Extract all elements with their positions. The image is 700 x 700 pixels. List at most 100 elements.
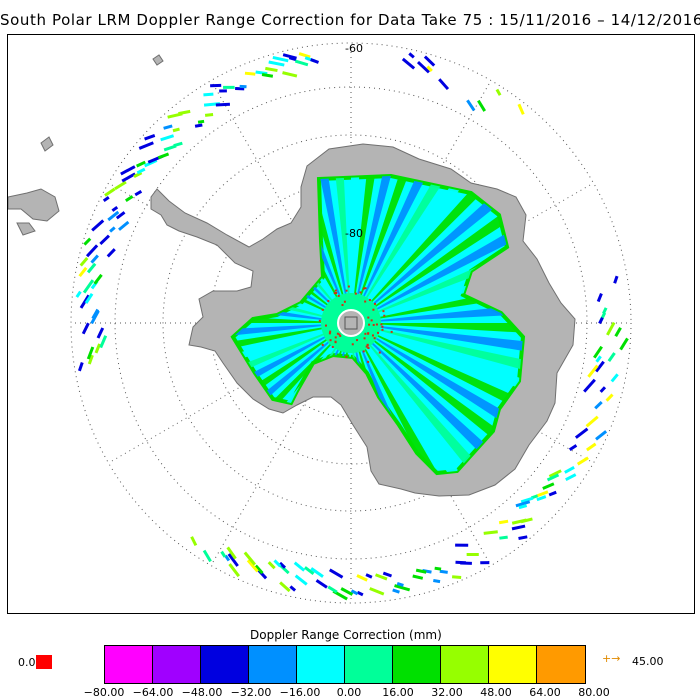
track-segment: [607, 352, 616, 362]
track-segment: [90, 254, 99, 264]
missing-point: [324, 324, 327, 327]
missing-point: [390, 330, 393, 333]
track-segment: [246, 559, 259, 573]
track-segment: [546, 473, 560, 482]
meridian-line: [108, 322, 352, 464]
track-segment: [243, 551, 257, 566]
colorbar-tick-label: 80.00: [578, 686, 610, 699]
coverage-spoke: [305, 176, 351, 323]
track-segment: [412, 574, 424, 580]
missing-point: [372, 323, 375, 326]
missing-point: [368, 323, 371, 326]
track-segment: [605, 393, 614, 402]
missing-point: [331, 345, 334, 348]
pole-gap: [337, 309, 365, 337]
map-title: South Polar LRM Doppler Range Correction…: [0, 11, 700, 29]
track-segment: [107, 210, 120, 222]
missing-point: [338, 333, 341, 336]
colorbar-tick-label: 64.00: [529, 686, 561, 699]
missing-point: [363, 337, 366, 340]
track-segment: [483, 530, 498, 535]
missing-point: [367, 346, 370, 349]
track-segment: [520, 496, 534, 504]
track-segment: [261, 73, 274, 78]
track-segment: [596, 293, 603, 303]
track-segment: [576, 456, 589, 466]
track-segment: [115, 211, 126, 220]
missing-point: [375, 323, 378, 326]
track-segment: [289, 585, 297, 592]
colorbar-tick-label: 48.00: [480, 686, 512, 699]
track-segment: [598, 317, 604, 325]
missing-point: [362, 287, 365, 290]
track-segment: [114, 180, 127, 191]
track-segment: [109, 226, 116, 233]
track-segment: [583, 378, 596, 393]
track-segment: [466, 99, 476, 112]
track-segment: [267, 561, 276, 570]
missing-point: [367, 360, 370, 363]
coverage-spoke: [351, 176, 431, 323]
track-segment: [96, 327, 105, 339]
track-segment: [499, 535, 508, 540]
missing-value-swatch: [36, 655, 52, 669]
track-segment: [215, 102, 231, 107]
track-segment: [587, 364, 599, 378]
missing-value-points: [318, 285, 393, 363]
track-segment: [86, 262, 97, 274]
track-segment: [111, 205, 119, 212]
track-segment: [495, 88, 502, 96]
track-segment: [106, 248, 116, 258]
track-segment: [315, 579, 328, 589]
track-segment: [517, 103, 525, 115]
coverage-spoke: [233, 323, 351, 369]
track-segment: [79, 294, 91, 309]
overflow-arrow-icon: +→: [602, 652, 621, 665]
coverage-spoke: [351, 323, 515, 473]
track-segment: [228, 563, 241, 578]
track-segment: [518, 504, 528, 510]
lat-label-60: -60: [345, 42, 363, 55]
colorbar-tick-label: 16.00: [382, 686, 414, 699]
colorbar-box: [201, 646, 249, 683]
track-segment: [595, 355, 602, 363]
missing-point: [383, 314, 386, 317]
latitude-circle: [70, 42, 632, 604]
track-segment: [79, 257, 89, 267]
missing-point: [345, 355, 348, 358]
track-segment: [595, 430, 608, 441]
track-segment: [401, 57, 416, 70]
track-segment: [416, 60, 430, 74]
missing-point: [382, 310, 385, 313]
missing-point: [329, 339, 332, 342]
track-segment: [294, 59, 309, 67]
track-segment: [118, 220, 130, 231]
missing-point: [328, 332, 331, 335]
missing-point: [337, 294, 340, 297]
missing-point: [347, 285, 350, 288]
colorbar-tick-label: 32.00: [431, 686, 463, 699]
missing-point: [368, 298, 371, 301]
track-segment: [535, 490, 549, 498]
missing-point: [366, 344, 369, 347]
track-segment: [272, 55, 289, 63]
track-segment: [293, 561, 306, 572]
track-segment: [619, 337, 629, 351]
track-segment: [273, 559, 282, 568]
track-segment: [91, 308, 100, 320]
track-segment: [536, 495, 547, 502]
missing-point: [381, 328, 384, 331]
track-segment: [304, 566, 315, 576]
colorbar-box: [537, 646, 585, 683]
meridian-line: [210, 322, 352, 566]
track-segment: [81, 322, 90, 335]
missing-point: [345, 289, 348, 292]
track-segment: [310, 58, 320, 64]
track-segment: [204, 113, 214, 117]
track-segment: [134, 189, 143, 197]
track-segment: [173, 141, 183, 148]
track-segment: [585, 415, 599, 428]
coverage-spoke: [328, 176, 351, 323]
missing-point: [364, 300, 367, 303]
track-segment: [564, 466, 575, 474]
